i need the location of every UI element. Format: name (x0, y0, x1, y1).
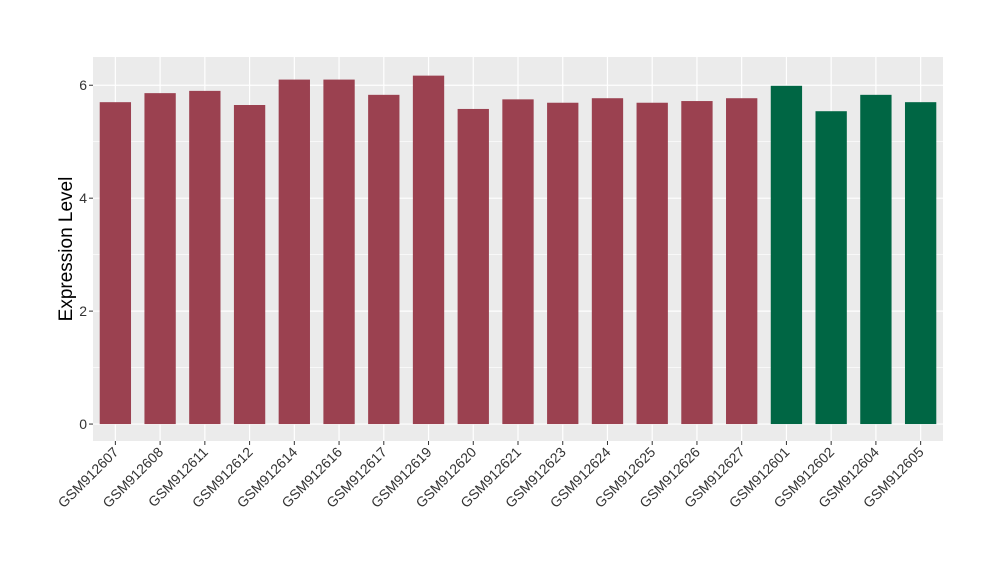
y-tick-label: 2 (79, 303, 87, 319)
bar-GSM912607 (99, 102, 132, 425)
x-axis: GSM912607GSM912608GSM912611GSM912612GSM9… (55, 441, 927, 511)
bar-GSM912620 (457, 108, 489, 425)
bar-GSM912623 (547, 102, 579, 425)
bar-GSM912608 (144, 93, 176, 425)
bars (99, 75, 937, 425)
bar-GSM912614 (278, 79, 310, 425)
bar-GSM912605 (904, 102, 937, 425)
bar-GSM912626 (681, 101, 713, 425)
y-tick-label: 4 (79, 190, 87, 206)
bar-GSM912602 (815, 111, 847, 425)
y-axis: 0 2 4 6 (79, 77, 93, 432)
bar-GSM912621 (502, 99, 534, 425)
bar-GSM912619 (412, 75, 445, 425)
bar-GSM912627 (726, 98, 758, 425)
bar-GSM912601 (770, 85, 803, 425)
bar-GSM912617 (368, 94, 400, 425)
bar-GSM912611 (189, 90, 221, 425)
bar-GSM912612 (233, 105, 266, 425)
bar-GSM912604 (860, 94, 892, 425)
bar-GSM912616 (323, 79, 355, 425)
y-axis-title: Expression Level (56, 177, 77, 322)
y-tick-label: 6 (79, 77, 87, 93)
y-tick-label: 0 (79, 416, 87, 432)
bar-GSM912624 (591, 98, 624, 425)
bar-GSM912625 (636, 102, 668, 425)
